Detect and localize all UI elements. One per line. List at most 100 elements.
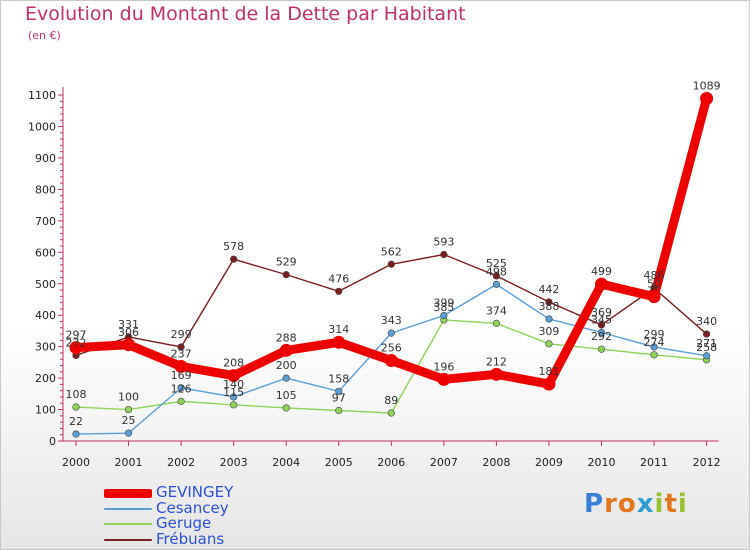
data-point [230,393,238,401]
data-label: 200 [276,359,297,372]
data-label: 525 [486,257,507,270]
y-tick-label: 400 [35,309,56,322]
data-point [492,272,501,280]
logo-letter: i [654,489,665,519]
data-point [282,271,290,279]
data-label: 50 [647,278,661,291]
data-label: 22 [69,415,83,428]
data-label: 340 [696,315,717,328]
data-point [177,384,185,392]
y-tick-label: 0 [49,435,56,448]
data-point [440,250,448,259]
data-point [545,340,553,348]
y-tick-label: 900 [35,152,56,165]
data-label: 126 [171,382,192,395]
x-tick-label: 2010 [588,456,616,469]
chart-unit: (en €) [28,29,61,42]
data-point [489,367,503,381]
data-label: 498 [486,265,507,278]
data-label: 258 [696,341,717,354]
data-point [384,353,398,367]
data-point [437,372,451,386]
data-label: 292 [591,330,612,343]
data-point [650,343,658,351]
data-label: 108 [66,388,87,401]
data-label: 369 [591,306,612,319]
data-point [72,403,80,411]
data-label: 272 [66,336,87,349]
data-point [122,338,136,352]
data-label: 442 [538,283,559,296]
data-point [227,369,241,383]
legend-label: Frébuans [156,529,225,548]
data-label: 385 [433,301,454,314]
data-label: 97 [332,391,346,404]
line-chart: 0 100 200 300 400 500 600 700 800 900 1000 1100 2000… [28,80,721,469]
data-point [597,321,606,329]
y-tick-label: 800 [35,183,56,196]
x-tick-label: 2004 [272,456,300,469]
data-point [542,377,556,391]
data-label: 158 [328,372,349,385]
data-label: 529 [276,256,297,269]
axes: 0 100 200 300 400 500 600 700 800 900 1000 1100 2000… [28,87,721,469]
x-tick-label: 2008 [482,456,510,469]
x-tick-label: 2007 [430,456,458,469]
legend-label: Geruge [156,514,212,532]
legend-swatch [104,523,152,525]
data-point [124,429,133,437]
y-tick-label: 500 [35,278,56,291]
data-label: 208 [223,357,244,370]
logo-letter: i [677,489,688,519]
data-point [177,397,185,405]
chart-title: Evolution du Montant de la Dette par Hab… [25,3,466,25]
data-label: 288 [276,331,297,344]
data-point [492,319,501,327]
data-label: 297 [66,329,87,342]
y-tick-label: 1100 [28,89,56,102]
logo-letter: P [584,489,605,519]
data-label: 274 [644,336,665,349]
data-point [440,311,448,320]
data-label: 331 [118,318,139,331]
data-label: 115 [223,386,244,399]
logo-letter: x [636,489,655,519]
legend-swatch [104,538,152,541]
data-point [647,290,661,304]
data-point [177,343,185,351]
data-label: 100 [118,391,139,404]
x-tick-label: 2009 [535,456,563,469]
data-point [595,277,608,291]
data-point [335,287,343,295]
data-point [124,405,133,414]
data-point [230,401,238,409]
data-point [282,374,290,382]
data-point [335,387,343,395]
data-label: 181 [538,365,559,378]
data-label: 271 [696,337,717,350]
data-label: 25 [122,414,136,427]
data-label: 374 [486,304,507,317]
y-tick-label: 1000 [28,121,56,134]
data-label: 196 [433,360,454,373]
data-label: 343 [381,314,402,327]
logo-letter: o [617,489,637,519]
data-point [597,345,606,353]
data-label: 593 [433,236,454,249]
x-tick-label: 2000 [62,456,90,469]
data-point [230,255,238,263]
data-point [174,359,188,373]
data-label: 388 [538,300,559,313]
data-point [69,341,83,355]
x-tick-label: 2003 [220,456,248,469]
data-point [387,329,395,337]
data-point [702,352,711,360]
data-label: 212 [486,355,507,368]
x-tick-label: 2001 [115,456,143,469]
data-point [332,335,346,349]
data-label: 140 [223,378,244,391]
data-label: 562 [381,245,402,258]
legend-label: Cesancey [156,498,229,517]
legend-swatch [104,488,152,498]
